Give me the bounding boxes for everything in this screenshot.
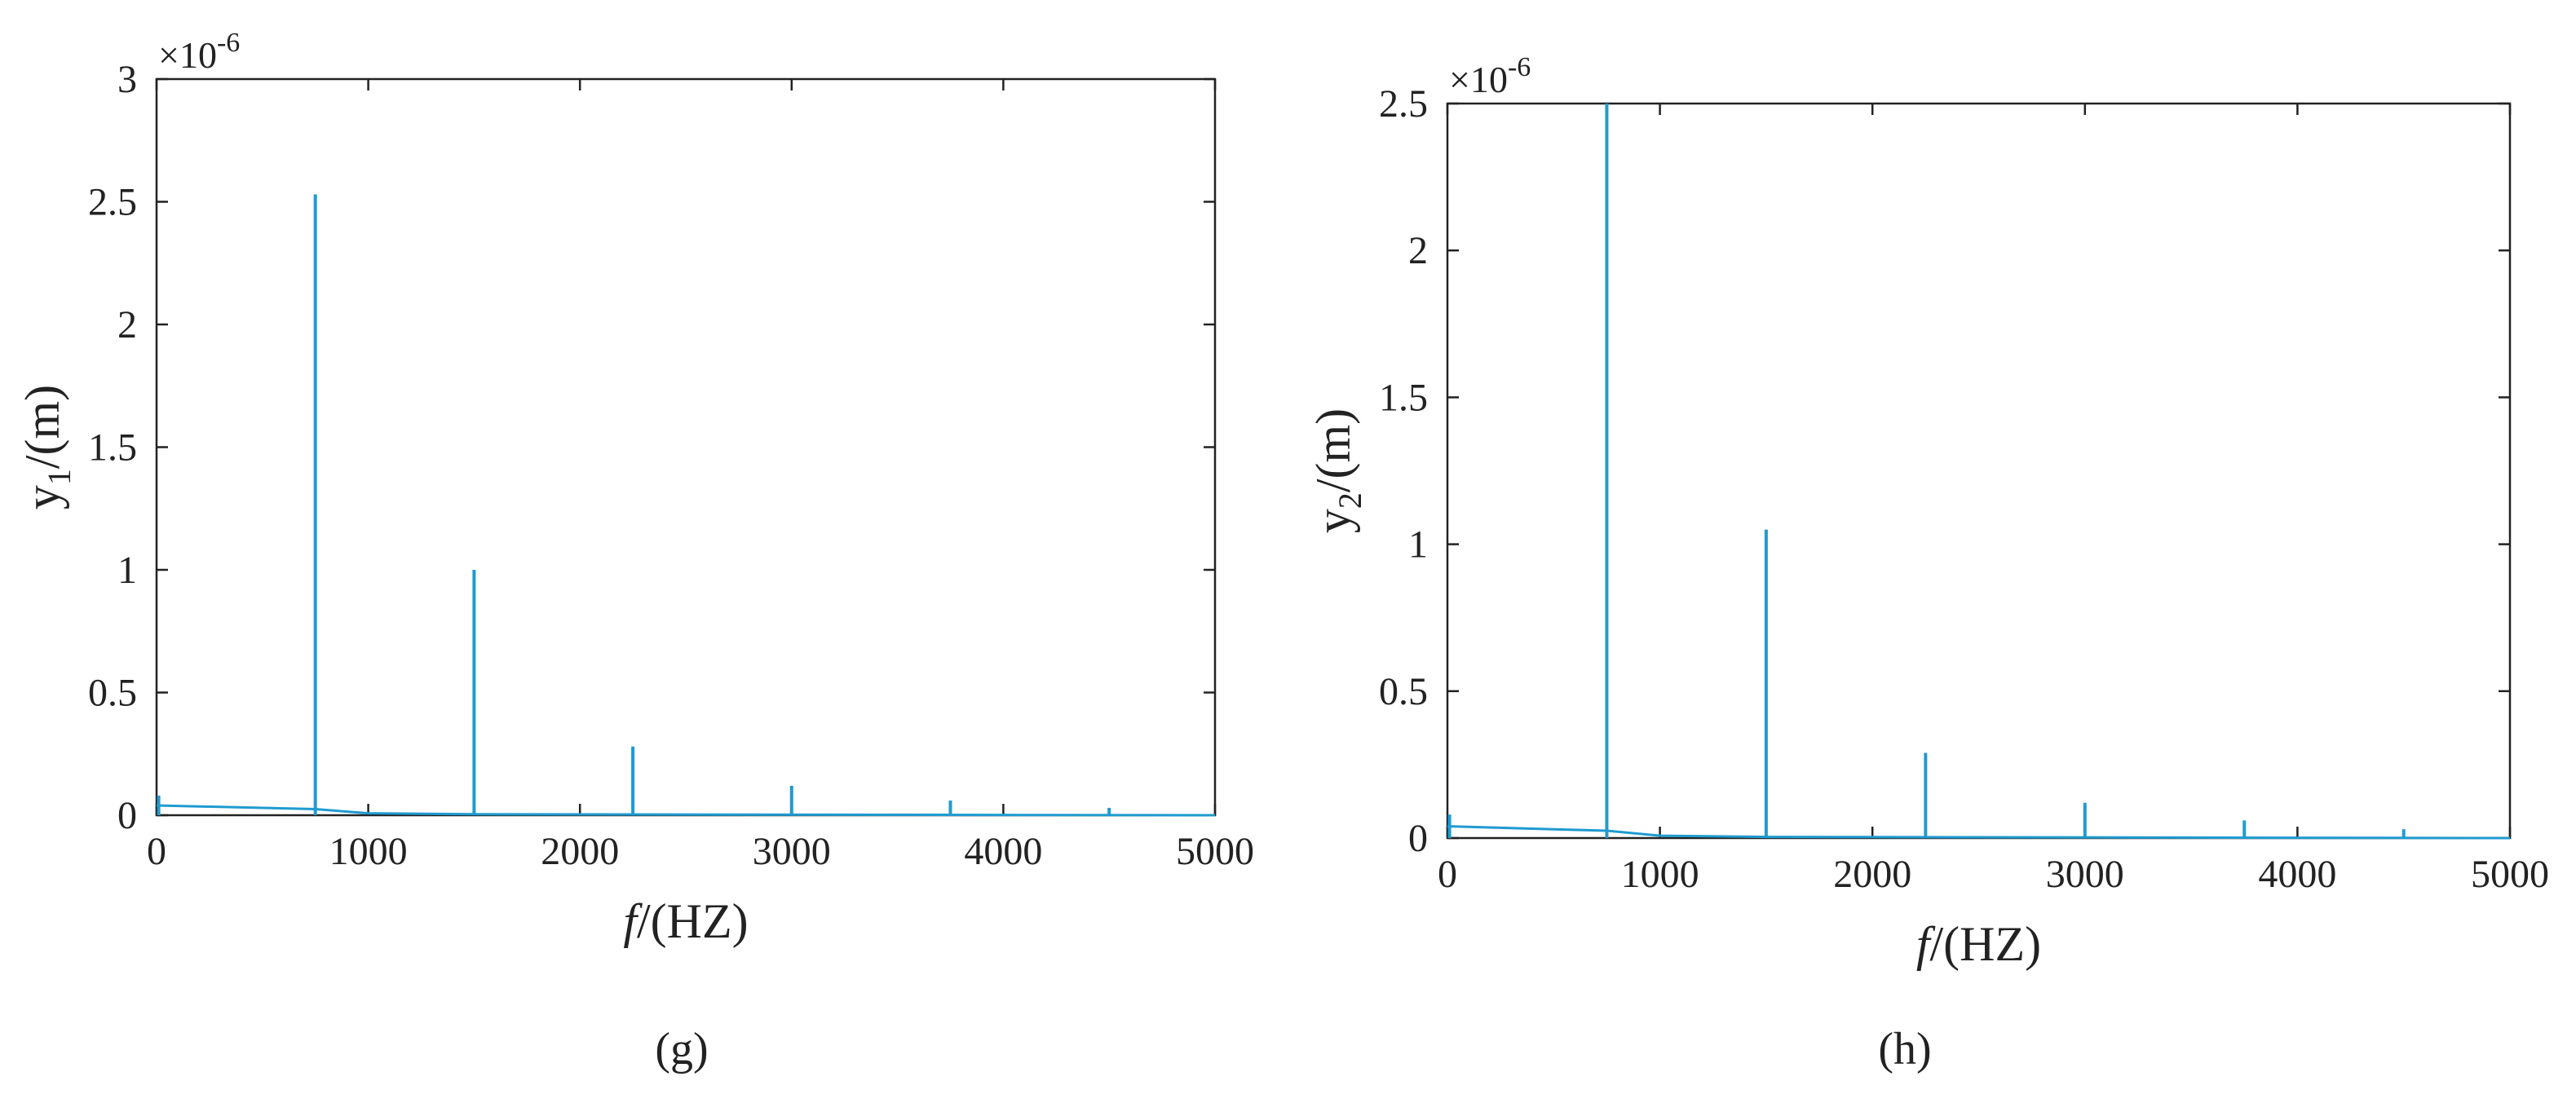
y-exponent-label: ×10-6 xyxy=(1449,52,1531,100)
x-axis-title-unit: /(HZ) xyxy=(637,894,749,948)
y-axis-title-sub: 1 xyxy=(41,469,77,485)
y-tick-label: 0.5 xyxy=(1379,670,1428,713)
chart-h: 0 1000 2000 3000 4000 5000 0 0.5 1 1.5 2 2.5 ×10-6 f/… xyxy=(1306,52,2549,1074)
x-tick-label: 2000 xyxy=(541,830,619,873)
y-tick-label: 1 xyxy=(117,549,137,592)
y-axis-title: y2/(m) xyxy=(1306,408,1368,533)
y-axis-title: y1/(m) xyxy=(15,385,77,510)
y-axis-title-unit: /(m) xyxy=(15,385,69,469)
y-tick-label: 2 xyxy=(117,303,137,346)
panel-label: (h) xyxy=(1878,1024,1931,1074)
x-tick-label: 0 xyxy=(1438,853,1457,896)
y-exponent-power: -6 xyxy=(217,28,240,58)
x-tick-label: 5000 xyxy=(1176,830,1254,873)
y-tick-label: 2.5 xyxy=(88,181,137,224)
x-tick-label: 3000 xyxy=(753,830,831,873)
x-tick-label: 2000 xyxy=(1833,853,1911,896)
y-axis-title-sub: 2 xyxy=(1332,492,1368,509)
chart-g: 0 1000 2000 3000 4000 5000 0 0.5 1 1.5 2 2.5 3 ×10-6 f… xyxy=(15,28,1254,1074)
series-baseline xyxy=(1447,825,2511,840)
y-exponent-base: ×10 xyxy=(158,34,217,76)
x-tick-label: 1000 xyxy=(329,830,408,873)
y-tick-label: 1 xyxy=(1408,523,1428,567)
x-tick-label: 0 xyxy=(147,830,166,873)
x-tick-label: 4000 xyxy=(2258,853,2336,896)
y-exponent-power: -6 xyxy=(1508,52,1531,82)
y-tick-label: 2 xyxy=(1408,229,1428,272)
x-tick-label: 5000 xyxy=(2471,853,2549,896)
x-axis-title: f/(HZ) xyxy=(1916,917,2041,971)
x-tick-label: 4000 xyxy=(964,830,1042,873)
y-axis-title-main: y xyxy=(15,485,69,510)
y-exponent-base: ×10 xyxy=(1449,59,1508,100)
x-axis-title: f/(HZ) xyxy=(623,894,748,948)
y-tick-label: 0.5 xyxy=(88,672,137,715)
x-tick-label: 3000 xyxy=(2046,853,2124,896)
y-tick-label: 1.5 xyxy=(1379,376,1428,419)
y-tick-label: 3 xyxy=(117,58,137,101)
x-axis-title-unit: /(HZ) xyxy=(1930,917,2042,971)
y-axis-title-main: y xyxy=(1306,509,1360,533)
y-tick-label: 1.5 xyxy=(88,426,137,470)
series-baseline xyxy=(156,804,1216,817)
panel-label: (g) xyxy=(655,1024,708,1074)
y-exponent-label: ×10-6 xyxy=(158,28,240,76)
y-tick-label: 0 xyxy=(117,794,137,837)
y-tick-label: 0 xyxy=(1408,817,1428,860)
y-axis-title-unit: /(m) xyxy=(1306,408,1360,492)
x-tick-label: 1000 xyxy=(1621,853,1699,896)
y-tick-label: 2.5 xyxy=(1379,82,1428,126)
